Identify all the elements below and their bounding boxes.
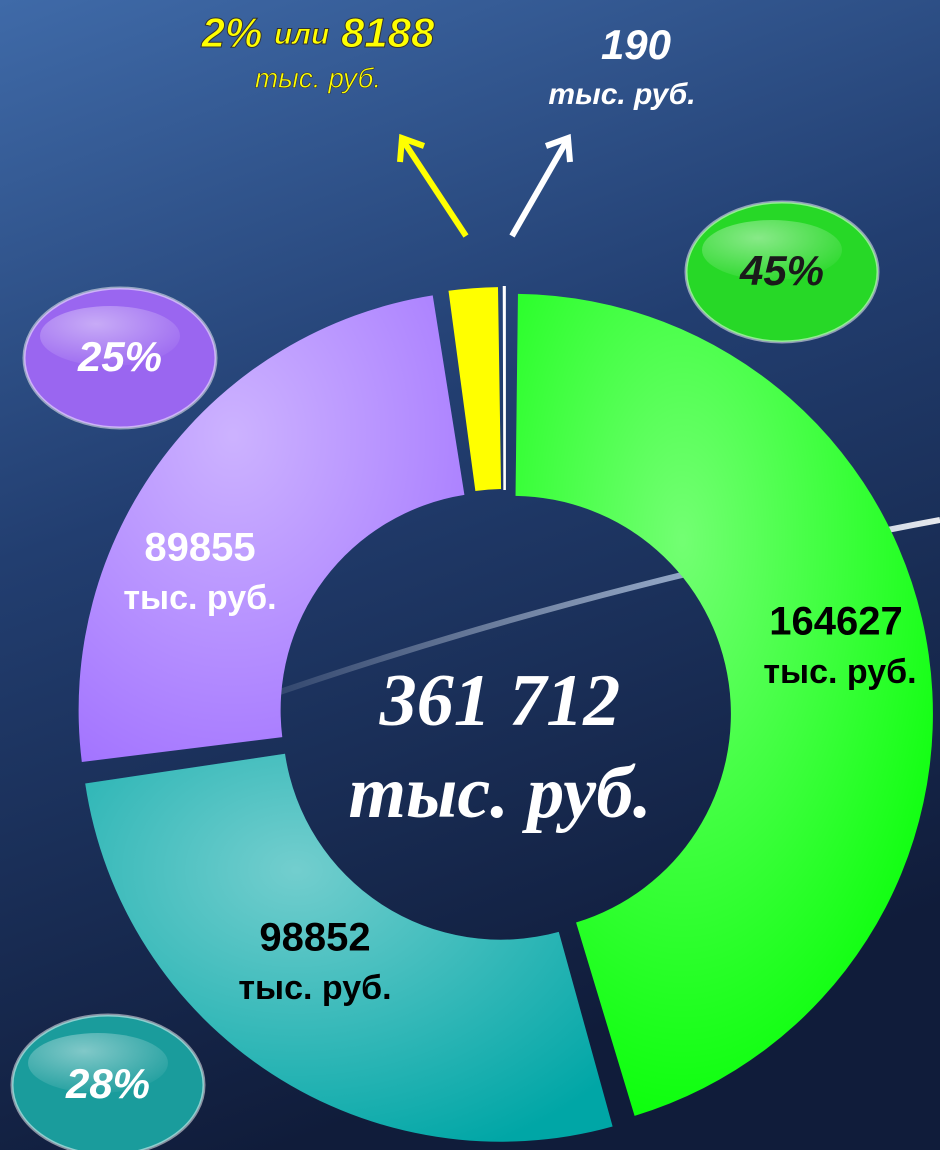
bubble-gloss xyxy=(28,1033,168,1093)
connector: или xyxy=(274,18,329,51)
value-label: 89855 xyxy=(144,526,255,570)
percent-label: 45% xyxy=(739,247,824,294)
slice xyxy=(502,285,506,491)
arrow xyxy=(509,140,569,238)
value-label: 98852 xyxy=(259,916,370,960)
arrow-head xyxy=(397,133,426,163)
unit-label: тыс. руб. xyxy=(238,969,391,1007)
unit-label: тыс. руб. xyxy=(255,62,381,93)
percent-label: 2% xyxy=(201,9,263,56)
unit-label: тыс. руб. xyxy=(763,653,916,691)
bubble-gloss xyxy=(40,306,180,366)
unit-label: тыс. руб. xyxy=(123,579,276,617)
percent-label: 28% xyxy=(65,1060,150,1107)
bubble-gloss xyxy=(702,220,842,280)
value-label: 164627 xyxy=(769,600,902,644)
total-label: 361 712 xyxy=(379,660,621,742)
percent-label: 25% xyxy=(77,333,162,380)
value-label: 190 xyxy=(601,21,671,68)
total-unit: тыс. руб. xyxy=(348,752,651,834)
arrow-head xyxy=(544,133,573,163)
unit-label: тыс. руб. xyxy=(548,78,695,111)
value-label: 8188 xyxy=(341,9,435,56)
small-slice-label: 2% или 8188 xyxy=(201,9,435,56)
slice xyxy=(448,287,502,491)
arrow xyxy=(401,140,469,238)
